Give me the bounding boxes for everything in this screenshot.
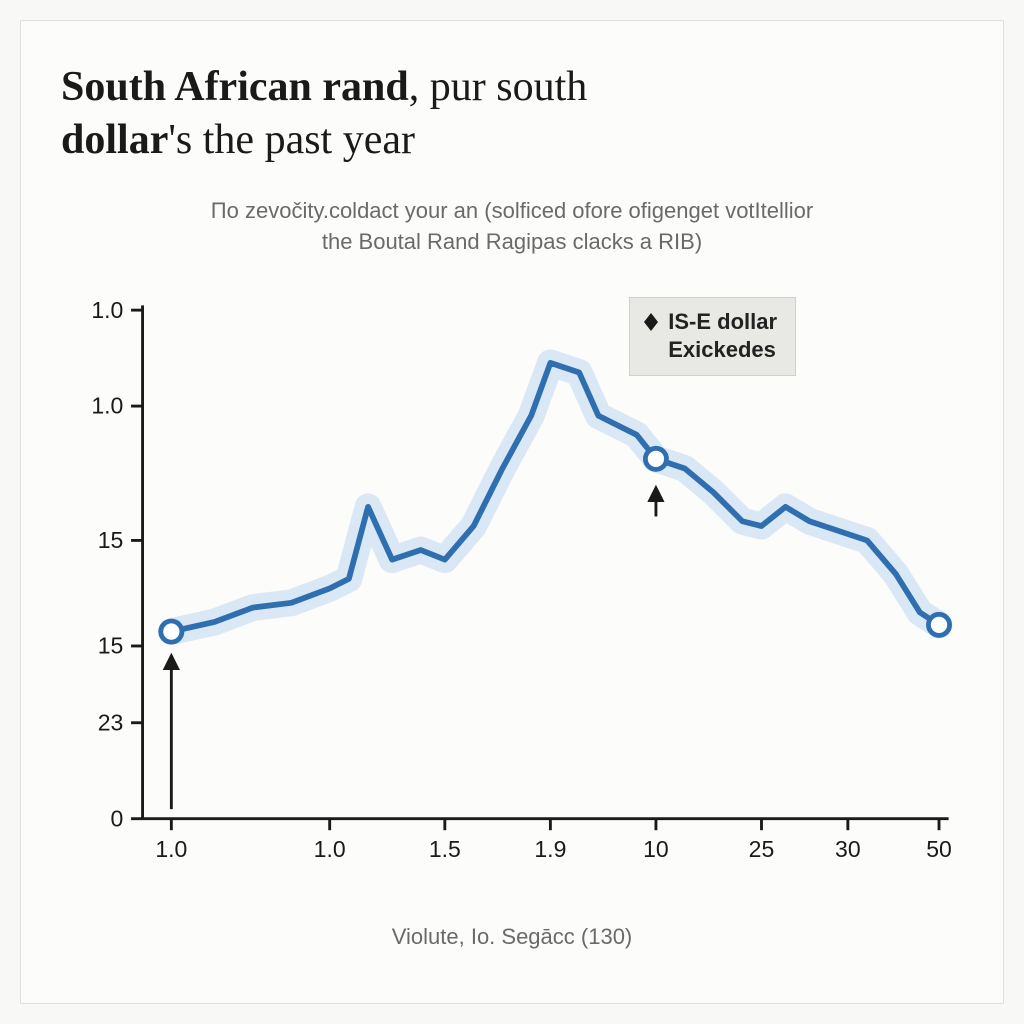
subtitle-line-2: the Boutal Rand Ragipas clacks a RIB): [322, 229, 702, 254]
x-axis-label: Violute, Io. Segācc (130): [61, 924, 963, 950]
legend-line-2: Exickedes: [644, 336, 777, 365]
svg-text:30: 30: [835, 836, 861, 862]
chart-title: South African rand, pur south dollar's t…: [61, 61, 963, 166]
subtitle-line-1: Πo zevočity.coldact your an (solficed of…: [211, 198, 813, 223]
chart-subtitle: Πo zevočity.coldact your an (solficed of…: [61, 196, 963, 258]
title-part-4: 's the past year: [168, 117, 415, 163]
title-bold-2: dollar: [61, 117, 168, 163]
svg-text:23: 23: [98, 709, 124, 735]
diamond-icon: [644, 313, 658, 331]
legend: IS-E dollar Exickedes: [629, 297, 796, 376]
svg-text:15: 15: [98, 632, 124, 658]
line-chart-svg: 1.0 1.0 15 15 23 0 1.0 1.0 1.5 1.9 10 25 30 50: [61, 278, 963, 918]
svg-text:15: 15: [98, 527, 124, 553]
title-part-2: , pur south: [409, 64, 588, 110]
chart-container: South African rand, pur south dollar's t…: [20, 20, 1004, 1004]
legend-line-1: IS-E dollar: [668, 308, 777, 337]
svg-text:0: 0: [111, 805, 124, 831]
svg-text:1.5: 1.5: [429, 836, 461, 862]
svg-text:1.0: 1.0: [314, 836, 346, 862]
svg-text:25: 25: [749, 836, 775, 862]
svg-text:1.0: 1.0: [91, 296, 123, 322]
svg-text:1.0: 1.0: [155, 836, 187, 862]
svg-text:50: 50: [926, 836, 952, 862]
svg-text:10: 10: [643, 836, 669, 862]
title-bold-1: South African rand: [61, 64, 409, 110]
svg-text:1.0: 1.0: [91, 392, 123, 418]
svg-text:1.9: 1.9: [534, 836, 566, 862]
chart-area: 1.0 1.0 15 15 23 0 1.0 1.0 1.5 1.9 10 25 30 50 IS-E d…: [61, 278, 963, 918]
